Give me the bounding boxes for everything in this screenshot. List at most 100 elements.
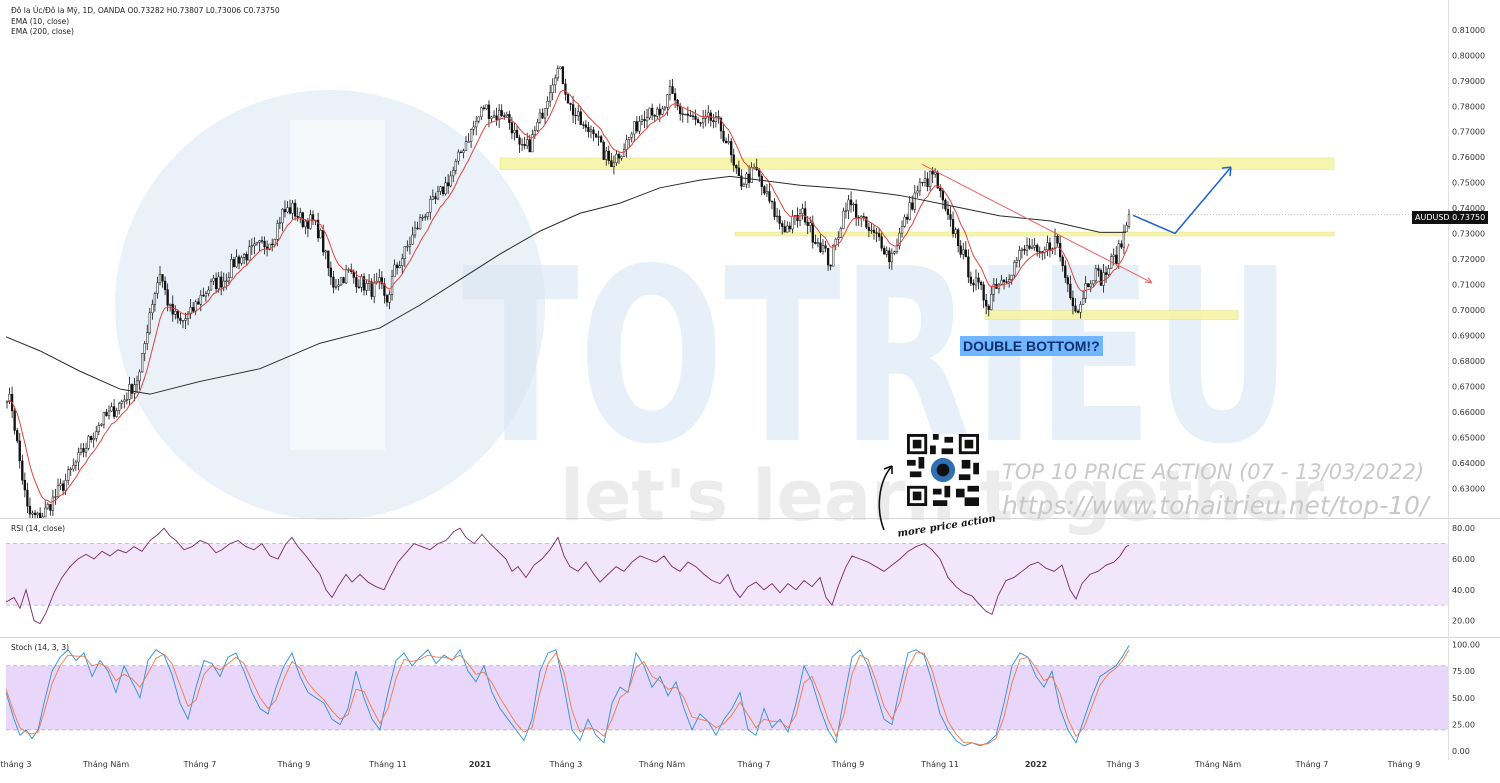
candle-body <box>319 230 322 239</box>
ema10-legend: EMA (10, close) <box>11 17 70 26</box>
candle-body <box>255 242 259 245</box>
ema10-line <box>6 89 1130 503</box>
x-tick-label: 2021 <box>469 760 492 769</box>
candle-body <box>1089 283 1092 288</box>
candle-body <box>967 256 970 278</box>
candle-body <box>551 84 554 93</box>
candle-body <box>112 406 116 417</box>
candle-body <box>900 226 904 234</box>
candle-body <box>362 276 366 291</box>
candle-body <box>885 250 888 255</box>
price-tick-label: 0.66000 <box>1452 408 1485 417</box>
candle-body <box>821 245 825 252</box>
candle-body <box>926 178 929 188</box>
candle-body <box>61 483 65 491</box>
x-tick-label: Tháng 11 <box>920 760 959 769</box>
candle-body <box>1092 280 1095 285</box>
candle-body <box>1061 256 1064 267</box>
stoch-tick-label: 50.00 <box>1452 694 1475 703</box>
candle-body <box>661 108 664 115</box>
candle-body <box>875 232 878 234</box>
candle-body <box>543 108 547 119</box>
candle-body <box>271 243 274 246</box>
candle-body <box>439 186 442 192</box>
candle-body <box>337 284 340 287</box>
candle-body <box>712 120 715 123</box>
candle-body <box>169 303 172 306</box>
candle-body <box>541 112 544 119</box>
price-tick-label: 0.67000 <box>1452 383 1485 392</box>
candle-body <box>192 307 195 312</box>
candle-body <box>411 234 414 245</box>
candle-body <box>1120 243 1123 248</box>
candle-body <box>531 134 534 153</box>
candle-body <box>597 136 600 138</box>
candle-body <box>357 286 361 288</box>
price-tick-label: 0.77000 <box>1452 128 1485 137</box>
candle-body <box>26 489 29 507</box>
candle-body <box>378 277 381 282</box>
candle-body <box>714 116 718 123</box>
candle-body <box>630 133 633 138</box>
candle-body <box>737 167 741 177</box>
candle-body <box>559 66 562 69</box>
candle-body <box>334 286 338 288</box>
candle-body <box>217 276 220 290</box>
candle-body <box>406 246 409 248</box>
candle-body <box>824 245 827 249</box>
candle-body <box>482 107 486 109</box>
candle-body <box>28 505 32 515</box>
candle-body <box>1008 279 1011 283</box>
candle-body <box>110 406 113 412</box>
candle-body <box>584 124 588 128</box>
rsi-band <box>6 543 1448 606</box>
candle-body <box>982 284 985 301</box>
candle-body <box>283 209 287 213</box>
candle-body <box>671 86 674 94</box>
candle-body <box>528 139 531 153</box>
candle-body <box>829 264 832 267</box>
candle-body <box>23 479 27 491</box>
x-tick-label: Tháng Năm <box>1194 760 1241 769</box>
candle-body <box>92 437 95 441</box>
candle-body <box>763 186 766 194</box>
candle-body <box>54 496 57 498</box>
candle-body <box>1097 268 1100 271</box>
qr-code-icon[interactable] <box>907 434 979 506</box>
candle-body <box>724 140 728 143</box>
promo-url[interactable]: https://www.tohaitrieu.net/top-10/ <box>1002 491 1429 520</box>
candle-body <box>281 209 284 224</box>
candle-body <box>1079 304 1082 313</box>
candle-body <box>577 111 580 117</box>
candle-body <box>987 305 990 310</box>
candle-body <box>1064 265 1067 278</box>
candle-body <box>100 423 103 426</box>
candle-body <box>370 281 373 297</box>
candle-body <box>33 512 37 516</box>
candle-body <box>719 117 723 132</box>
candle-body <box>640 119 644 122</box>
candle-body <box>67 469 70 481</box>
candle-body <box>36 512 39 516</box>
candle-body <box>554 77 557 86</box>
candle-body <box>633 121 636 135</box>
candle-body <box>72 465 75 470</box>
candle-body <box>888 250 891 263</box>
ema200-line <box>6 175 1126 395</box>
candle-body <box>867 226 871 231</box>
candle-body <box>454 160 457 171</box>
candle-body <box>125 399 128 401</box>
candle-body <box>345 269 348 284</box>
candle-body <box>220 276 223 288</box>
candle-body <box>421 216 424 219</box>
candle-body <box>316 219 320 239</box>
candle-body <box>503 115 506 117</box>
candle-body <box>549 92 552 102</box>
candle-body <box>311 214 315 221</box>
symbol-header: Đô la Úc/Đô la Mỹ, 1D, OANDA O0.73282 H0… <box>11 6 280 15</box>
candle-body <box>518 137 521 145</box>
candle-body <box>847 199 850 211</box>
candle-body <box>1000 279 1003 285</box>
